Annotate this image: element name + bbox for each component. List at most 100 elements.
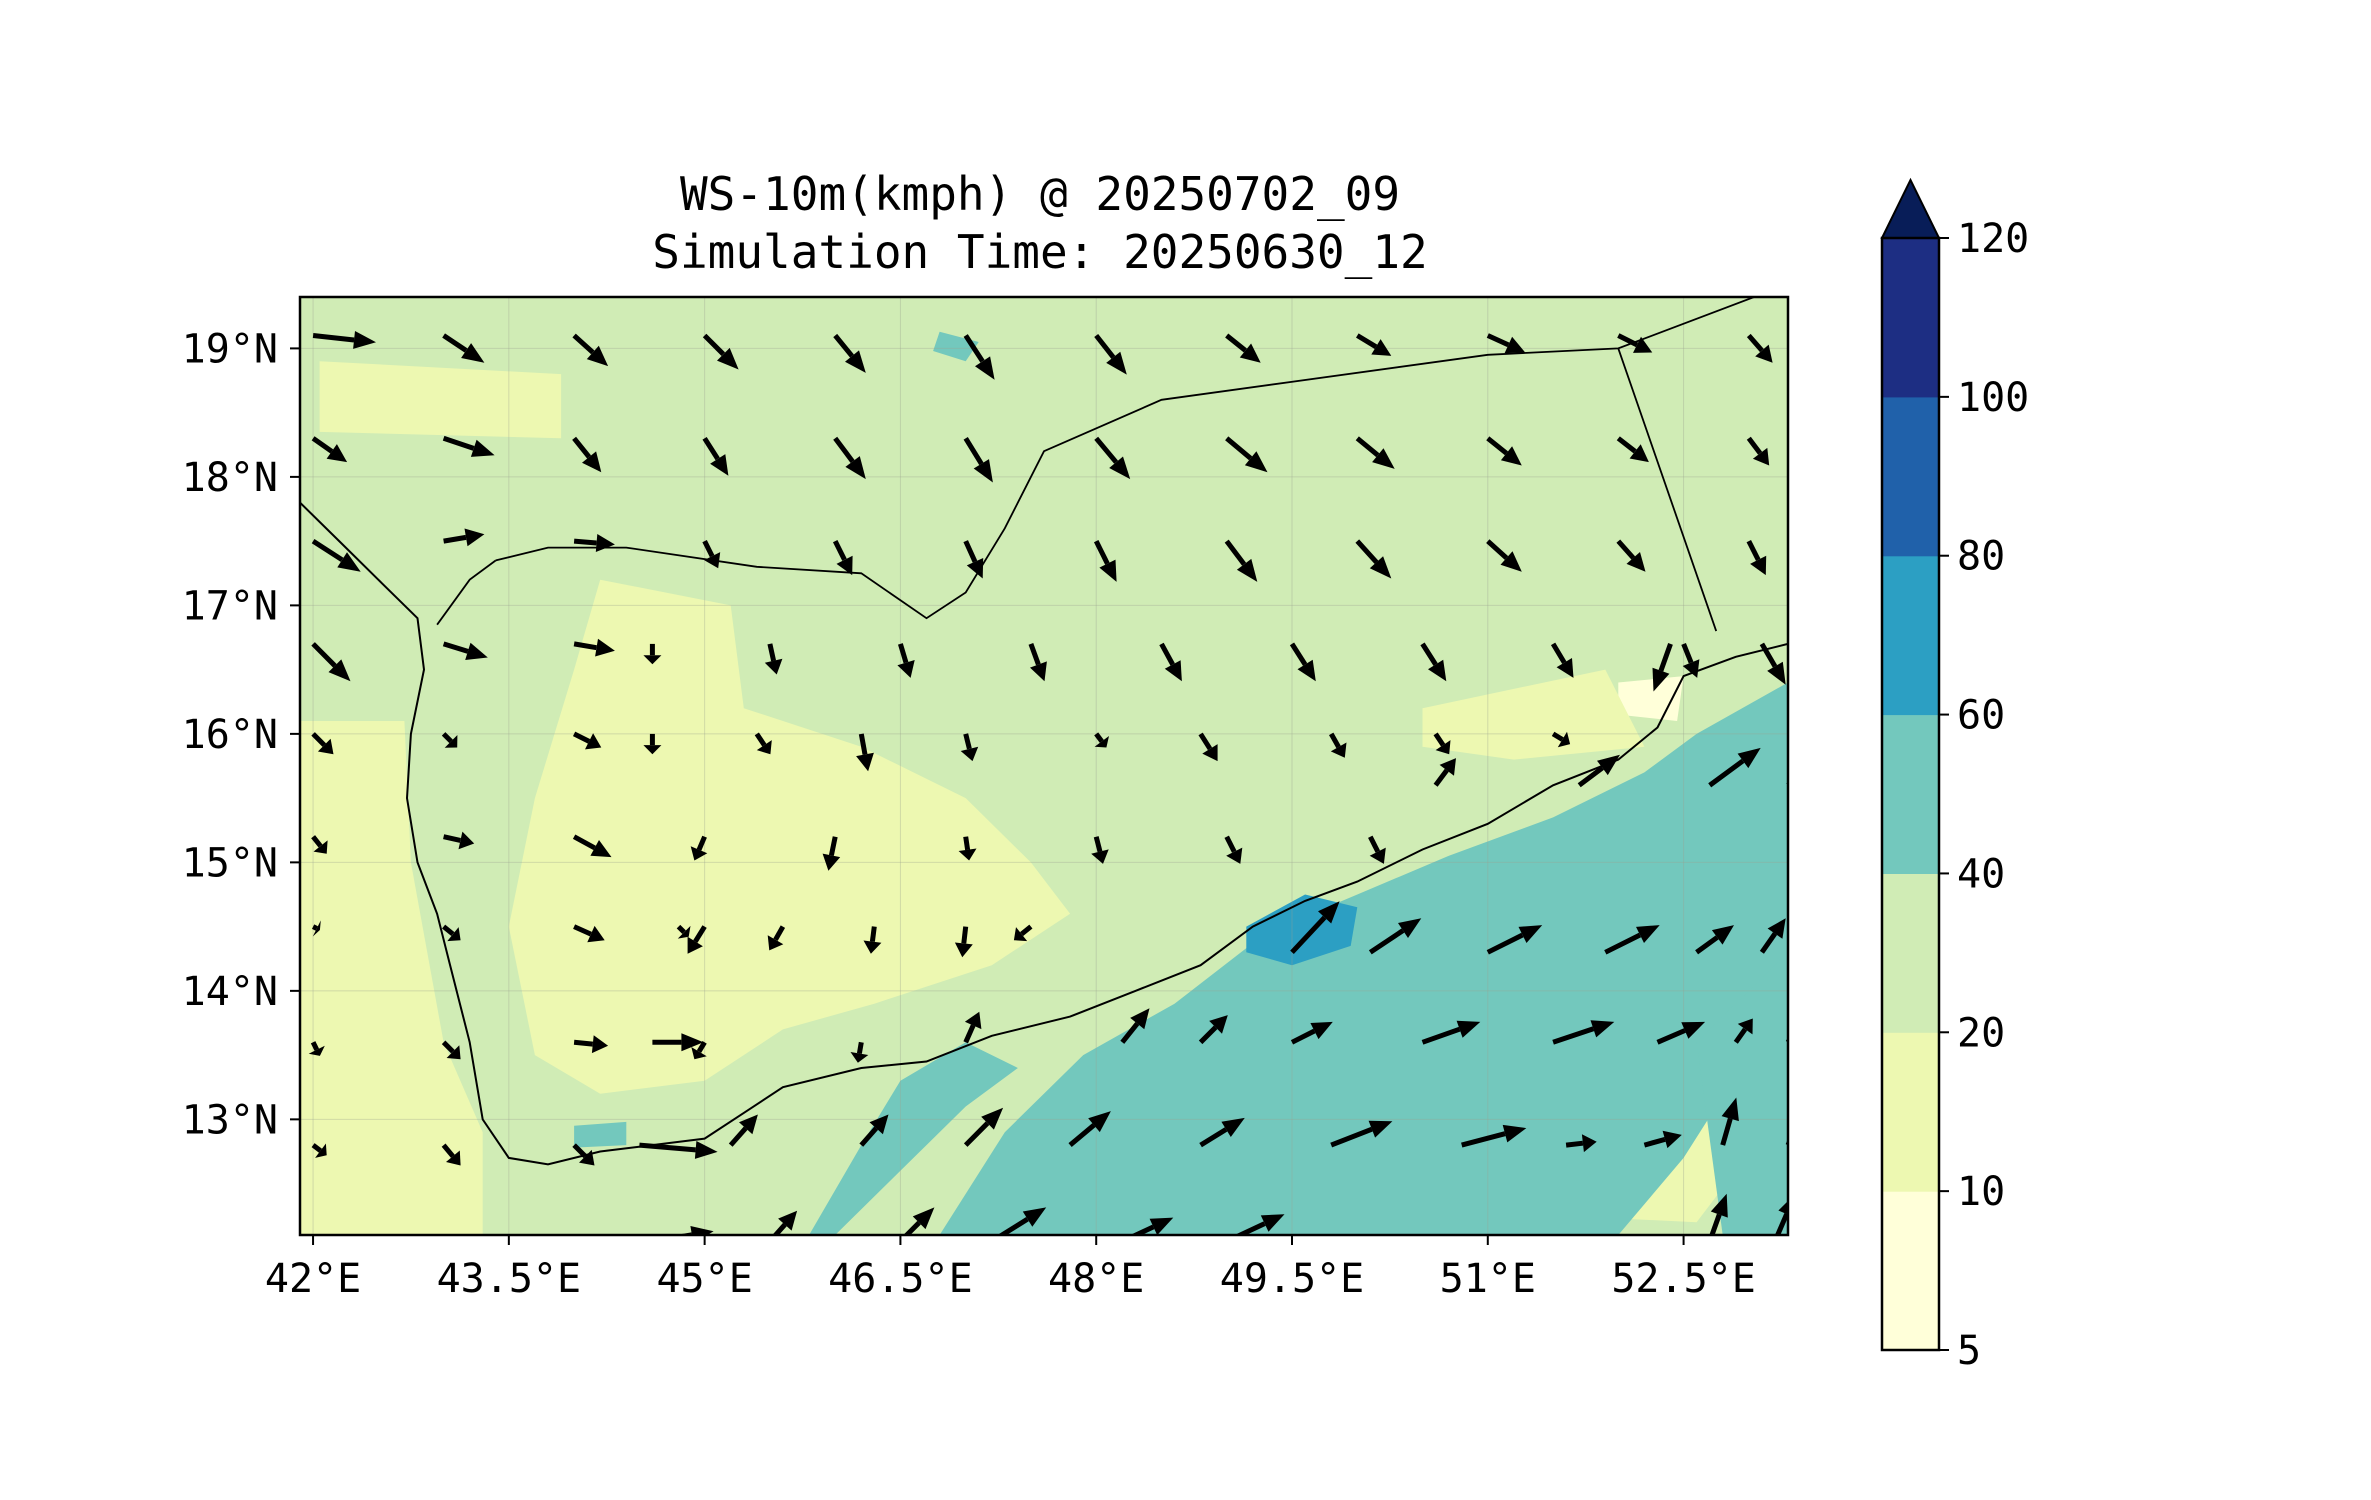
wind-arrow	[572, 1143, 595, 1166]
wind-arrow	[1486, 436, 1522, 466]
wind-arrow-shaft	[1225, 333, 1247, 353]
wind-arrow	[1604, 925, 1660, 955]
wind-arrow	[1486, 333, 1526, 354]
lat-tick-label: 17°N	[182, 583, 278, 629]
wind-arrow	[1656, 1021, 1706, 1045]
wind-arrow-shaft	[572, 834, 596, 851]
colorbar-frame	[1880, 236, 1941, 1352]
wind-arrow	[1225, 333, 1261, 363]
wind-arrow	[643, 643, 662, 665]
wind-arrow	[1709, 1193, 1728, 1235]
wind-arrow	[1225, 436, 1268, 473]
wind-arrow-shaft	[676, 924, 686, 934]
wind-arrow-head	[1557, 731, 1571, 748]
wind-arrow	[764, 643, 783, 675]
wind-arrow-head	[850, 1052, 869, 1063]
wind-arrow-head	[1636, 925, 1660, 943]
wind-arrow-shaft	[442, 333, 468, 353]
wind-arrow-head	[1372, 448, 1395, 469]
wind-arrow-shaft	[1330, 1126, 1373, 1148]
wind-arrow-head	[1369, 556, 1392, 579]
wind-arrow	[1368, 918, 1422, 955]
wind-arrow	[652, 1033, 704, 1052]
wind-arrow-head	[912, 1207, 935, 1230]
wind-arrow-shaft	[1785, 1138, 1788, 1146]
wind-arrow-head	[1778, 1201, 1788, 1215]
wind-arrow	[311, 920, 321, 937]
wind-arrow-shaft	[573, 1039, 594, 1047]
wind-arrow-shaft	[728, 1126, 748, 1147]
wind-arrow-shaft	[1746, 436, 1763, 455]
wind-arrow-shaft	[1552, 1026, 1595, 1045]
wind-arrow	[1421, 1020, 1481, 1045]
wind-arrow	[1198, 1015, 1228, 1045]
wind-arrow	[954, 926, 973, 958]
wind-arrow	[1433, 758, 1456, 787]
wind-arrow	[1486, 925, 1543, 955]
wind-arrow-head	[1013, 927, 1028, 942]
wind-arrow-head	[1504, 336, 1526, 354]
wind-arrow	[441, 1143, 461, 1166]
wind-arrow-head	[690, 846, 708, 861]
wind-arrow-head	[1662, 1130, 1682, 1149]
border-line	[436, 559, 497, 626]
wind-arrow-shaft	[832, 539, 847, 561]
colorbar-segment	[1882, 873, 1939, 1033]
wind-arrow	[1708, 747, 1761, 788]
wind-arrow	[1577, 754, 1620, 788]
lon-tick-label: 49.5°E	[1220, 1256, 1365, 1302]
wind-arrow-shaft	[310, 1041, 320, 1051]
wind-arrow-head	[326, 444, 348, 463]
wind-arrow	[1093, 539, 1117, 582]
wind-arrow-head	[869, 1114, 889, 1135]
wind-arrow-head	[1022, 1207, 1047, 1227]
wind-arrow	[1720, 1097, 1739, 1146]
wind-arrow-shaft	[311, 642, 337, 668]
wind-arrow-shaft	[572, 1143, 588, 1159]
wind-arrow	[1368, 835, 1386, 864]
wind-arrow	[1746, 436, 1770, 466]
wind-arrow-shaft	[702, 539, 715, 558]
wind-arrow	[442, 333, 485, 363]
colorbar-tick-label: 120	[1957, 216, 2029, 262]
wind-arrow-head	[1629, 444, 1649, 463]
wind-arrow-shaft	[1028, 643, 1041, 666]
wind-arrow-shaft	[859, 1126, 879, 1147]
wind-arrow-head	[690, 1226, 714, 1235]
wind-arrow	[958, 836, 977, 861]
wind-arrow	[311, 1143, 327, 1158]
wind-arrow	[863, 926, 882, 954]
wind-arrow	[1028, 643, 1047, 682]
wind-arrow-shaft	[1550, 642, 1567, 664]
wind-arrow-head	[964, 1011, 982, 1030]
wind-arrow	[573, 924, 605, 943]
wind-arrow-shaft	[1198, 1025, 1218, 1045]
wind-arrow	[1785, 1098, 1809, 1146]
wind-arrow-head	[1371, 339, 1392, 356]
wind-arrow	[1199, 1117, 1245, 1148]
wind-arrow-shaft	[961, 926, 969, 944]
wind-arrow-head	[1792, 1098, 1809, 1122]
contour-40-60	[939, 682, 1788, 1235]
wind-arrow	[311, 732, 334, 755]
wind-arrow-shaft	[1577, 765, 1604, 788]
wind-arrow-shaft	[1658, 643, 1673, 672]
contour-10-20	[1422, 669, 1645, 760]
wind-arrow-shaft	[1355, 539, 1379, 564]
wind-arrow-shaft	[963, 836, 971, 851]
wind-arrow-head	[1750, 555, 1767, 576]
wind-arrow-head	[312, 920, 321, 937]
wind-arrow	[963, 540, 984, 579]
wind-arrow	[833, 333, 866, 373]
wind-arrow-shaft	[1368, 835, 1381, 853]
wind-arrow	[443, 528, 485, 547]
wind-arrow-shaft	[1224, 835, 1237, 853]
map-frame	[298, 295, 1790, 1237]
wind-arrow-head	[595, 534, 615, 552]
wind-arrow-shaft	[1433, 732, 1446, 747]
wind-arrow	[897, 643, 915, 678]
wind-arrow-head	[756, 740, 772, 755]
wind-arrow-head	[315, 1143, 327, 1158]
map-area	[300, 297, 1809, 1235]
wind-arrow-shaft	[1120, 1022, 1140, 1044]
